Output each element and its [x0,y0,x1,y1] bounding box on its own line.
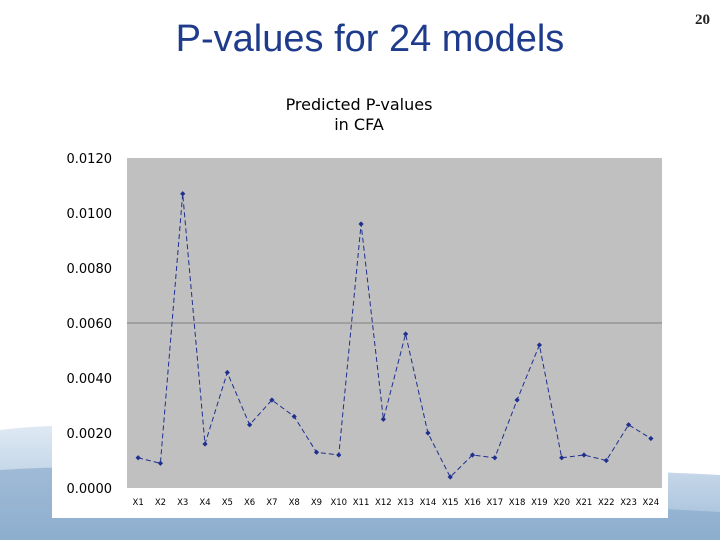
x-tick-label: X5 [222,498,233,508]
x-tick-label: X20 [553,498,570,508]
x-tick-label: X1 [133,498,144,508]
x-tick-label: X16 [464,498,481,508]
y-tick-label: 0.0060 [67,317,113,332]
x-tick-label: X8 [289,498,300,508]
y-tick-label: 0.0040 [67,372,113,387]
x-tick-label: X3 [177,498,188,508]
data-point [202,441,208,447]
data-point [403,331,409,337]
data-point [157,460,164,466]
data-point [135,455,141,461]
x-tick-label: X23 [620,498,637,508]
data-point [648,435,654,442]
data-point [358,221,364,227]
x-tick-label: X21 [576,498,593,508]
slide-title: P-values for 24 models [175,18,565,60]
x-tick-label: X6 [244,498,255,508]
x-tick-label: X18 [509,498,526,508]
x-tick-label: X15 [442,498,459,508]
x-tick-label: X4 [199,498,210,508]
data-point [469,452,476,458]
x-tick-label: X7 [266,498,277,508]
x-tick-label: X14 [420,498,437,508]
x-tick-label: X13 [397,498,414,508]
series-line [137,193,652,478]
x-tick-label: X19 [531,498,548,508]
line-chart: 0.0000 0.0020 0.0040 0.0060 0.0080 0.0100 0.01… [67,152,662,508]
x-tick-label: X17 [486,498,503,508]
data-point [581,452,587,458]
data-point [313,449,320,455]
x-tick-label: X22 [598,498,615,508]
data-point [291,413,297,420]
data-point [336,452,342,458]
chart-title: Predicted P-values in CFA [202,95,516,135]
data-point [425,430,431,436]
data-point [492,455,498,461]
x-tick-label: X2 [155,498,166,508]
data-point [514,397,520,403]
x-tick-label: X9 [311,498,322,508]
data-point [559,455,565,461]
x-tick-label: X24 [643,498,660,508]
chart-title-line-1: Predicted P-values [285,95,433,114]
data-point [603,457,609,464]
data-point [625,422,632,428]
y-tick-label: 0.0080 [67,262,113,277]
chart-panel: Predicted P-values in CFA 0.0000 0.0020 0.… [52,85,668,518]
data-point [247,422,253,428]
data-point [447,474,453,480]
data-point [224,369,230,376]
chart-title-line-2: in CFA [334,115,384,134]
x-tick-label: X11 [353,498,370,508]
y-tick-label: 0.0000 [67,482,113,497]
page-number: 20 [695,12,710,28]
x-tick-label: X10 [330,498,347,508]
data-point [536,342,542,348]
y-tick-label: 0.0120 [67,152,113,167]
x-tick-label: X12 [375,498,392,508]
y-tick-label: 0.0100 [67,207,113,222]
data-point [380,416,386,422]
y-tick-label: 0.0020 [67,427,113,442]
data-point [180,191,186,197]
